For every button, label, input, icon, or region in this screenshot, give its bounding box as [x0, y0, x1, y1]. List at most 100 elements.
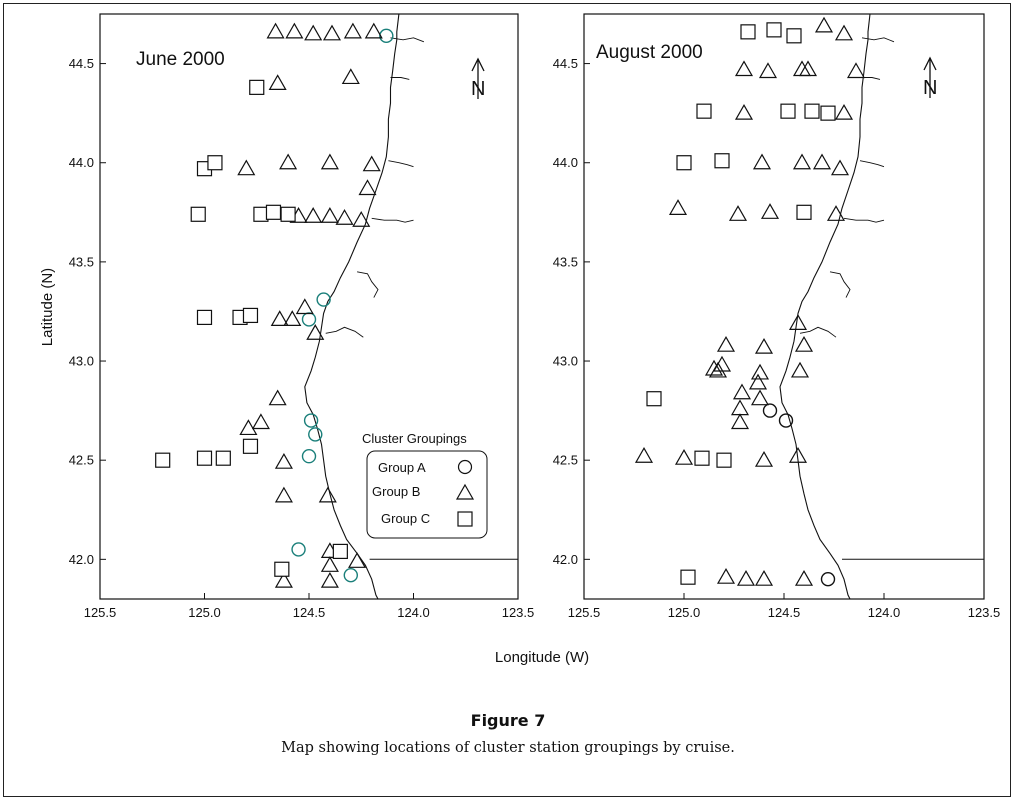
station-markers [634, 16, 866, 587]
station-marker-group-b [792, 60, 812, 77]
panel-june: 42.0 42.5 43.0 43.5 44.0 44.5 125.5 125.0 124.5 1… [69, 13, 535, 620]
station-marker-group-c [215, 450, 231, 466]
legend-marker-group-a [457, 459, 473, 475]
station-marker-group-a [291, 542, 306, 557]
station-marker-group-b [752, 153, 772, 170]
station-marker-group-b [285, 22, 304, 39]
legend-marker-group-c [457, 511, 473, 527]
station-marker-group-b [788, 447, 808, 463]
station-marker-group-b [352, 211, 371, 227]
station-marker-group-b [320, 556, 339, 572]
station-marker-group-b [814, 16, 834, 33]
x-tick-label: 123.5 [968, 605, 1001, 620]
station-marker-group-b [634, 447, 654, 463]
y-tick-label: 43.0 [69, 354, 94, 369]
station-marker-group-b [668, 199, 688, 215]
estuary-path [861, 37, 895, 43]
station-marker-group-b [736, 569, 756, 586]
station-marker-group-c [196, 309, 213, 326]
y-tick-label: 44.0 [553, 155, 578, 170]
station-marker-group-b [318, 486, 337, 503]
estuary-path [388, 160, 414, 168]
legend: Cluster Groupings Group A Group B Group … [362, 431, 488, 539]
x-tick-label: 125.5 [84, 605, 117, 620]
coastline [779, 13, 984, 600]
station-marker-group-b [716, 335, 736, 352]
x-axis-title: Longitude (W) [495, 649, 589, 666]
station-marker-group-b [734, 60, 754, 77]
panel-title: June 2000 [136, 49, 225, 70]
figure-frame [3, 3, 1011, 797]
y-tick-label: 43.5 [553, 254, 578, 269]
station-marker-group-c [274, 561, 290, 577]
station-marker-group-b [750, 363, 770, 380]
station-marker-group-b [734, 103, 754, 120]
north-arrow: N [923, 56, 937, 99]
station-marker-group-c [280, 206, 296, 222]
coastline-path [779, 13, 871, 600]
station-marker-group-b [834, 24, 854, 41]
station-marker-group-c [207, 155, 223, 171]
estuary-path [371, 217, 414, 223]
legend-label-group-b: Group B [372, 484, 420, 499]
station-marker-group-c [332, 543, 348, 560]
north-label: N [923, 77, 937, 99]
axis-ticks: 42.0 42.5 43.0 43.5 44.0 44.5 125.5 125.0 124.5 1… [69, 56, 535, 620]
station-marker-group-c [265, 204, 282, 220]
y-tick-label: 43.5 [69, 254, 94, 269]
panel-august: 42.0 42.5 43.0 43.5 44.0 44.5 125.5 125.0 124.5 1… [553, 13, 1001, 620]
station-marker-group-a [316, 292, 331, 307]
station-marker-group-b [358, 179, 377, 196]
station-marker-group-b [283, 310, 302, 326]
station-marker-group-b [730, 413, 750, 430]
station-marker-group-c [242, 307, 259, 324]
estuary-path [357, 271, 379, 298]
legend-label-group-a: Group A [378, 460, 426, 475]
station-marker-group-b [364, 22, 383, 39]
station-marker-group-b [304, 24, 323, 41]
station-marker-group-b [320, 153, 339, 170]
station-marker-group-c [196, 450, 213, 466]
station-marker-group-b [730, 399, 750, 416]
station-marker-group-b [732, 383, 752, 400]
station-marker-group-b [320, 207, 339, 223]
station-marker-group-b [794, 335, 814, 352]
panel-title: August 2000 [596, 42, 703, 63]
estuary-path [390, 77, 410, 80]
station-marker-group-b [335, 209, 354, 225]
legend-label-group-c: Group C [381, 511, 430, 526]
station-marker-group-b [304, 207, 323, 223]
y-tick-label: 42.0 [69, 552, 94, 567]
station-marker-group-b [279, 153, 298, 170]
station-marker-group-b [748, 373, 768, 390]
x-tick-label: 124.0 [397, 605, 430, 620]
y-axis-title: Latitude (N) [39, 268, 56, 346]
station-marker-group-b [239, 419, 258, 436]
station-marker-group-b [341, 68, 360, 85]
figure-title: Figure 7 [470, 711, 546, 730]
legend-box [366, 450, 488, 539]
estuary-path [859, 160, 885, 168]
x-tick-label: 124.5 [768, 605, 801, 620]
station-marker-group-c [253, 206, 269, 222]
station-marker-group-b [826, 205, 846, 221]
station-marker-group-a [343, 568, 358, 583]
station-marker-group-c [766, 22, 782, 38]
x-tick-label: 125.0 [188, 605, 221, 620]
coastline [304, 13, 518, 600]
station-marker-group-b [830, 159, 850, 176]
station-marker-group-c [740, 24, 756, 40]
estuary-path [799, 326, 837, 338]
station-marker-group-b [362, 155, 381, 172]
station-marker-group-b [798, 60, 818, 77]
x-tick-label: 124.0 [868, 605, 901, 620]
station-marker-group-b [758, 62, 778, 79]
station-marker-group-c [820, 105, 836, 121]
station-marker-group-c [696, 103, 712, 119]
station-marker-group-b [792, 153, 812, 170]
station-marker-group-a [308, 427, 323, 442]
station-marker-group-c [786, 28, 802, 44]
station-marker-group-a [303, 413, 319, 428]
x-tick-label: 125.0 [668, 605, 701, 620]
station-marker-group-b [794, 569, 814, 586]
